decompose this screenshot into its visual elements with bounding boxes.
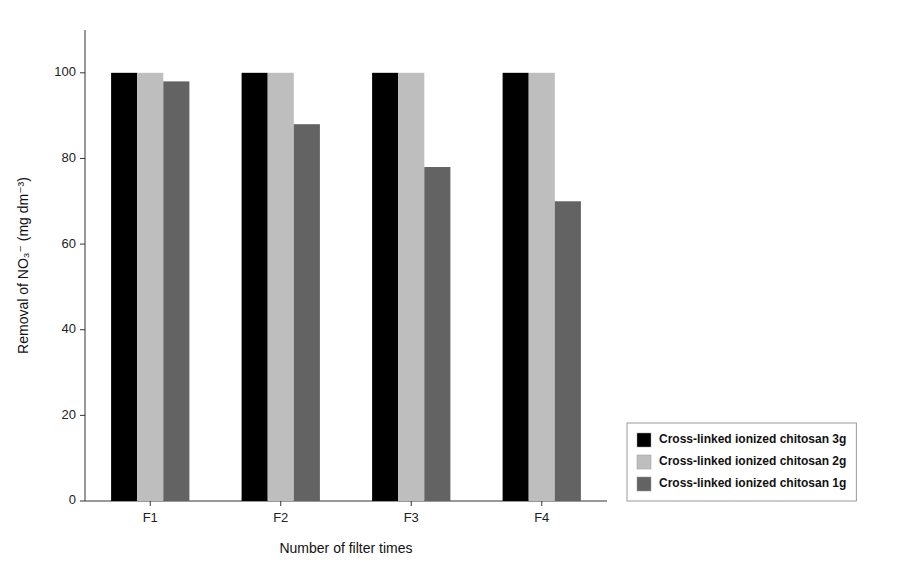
legend-swatch <box>637 455 651 469</box>
x-tick-label: F4 <box>534 510 549 525</box>
bar <box>503 73 529 501</box>
x-tick-label: F2 <box>273 510 288 525</box>
bar <box>111 73 137 501</box>
y-tick <box>80 72 85 73</box>
legend-label: Cross-linked ionized chitosan 2g <box>659 454 846 468</box>
bar <box>163 81 189 501</box>
x-tick <box>280 501 281 506</box>
y-axis-label: Removal of NO₃⁻ (mg dm⁻³) <box>15 177 31 354</box>
legend-label: Cross-linked ionized chitosan 3g <box>659 432 846 446</box>
y-tick <box>80 244 85 245</box>
legend-swatch <box>637 477 651 491</box>
y-tick <box>80 415 85 416</box>
x-tick <box>411 501 412 506</box>
y-tick-label: 60 <box>62 236 76 251</box>
bar <box>137 73 163 501</box>
bar <box>555 201 581 501</box>
bar <box>294 124 320 501</box>
bar <box>268 73 294 501</box>
y-tick-label: 20 <box>62 407 76 422</box>
x-tick <box>541 501 542 506</box>
y-tick <box>80 158 85 159</box>
y-tick-label: 80 <box>62 150 76 165</box>
x-axis-label: Number of filter times <box>279 540 412 556</box>
y-tick <box>80 501 85 502</box>
bar <box>372 73 398 501</box>
y-tick-label: 40 <box>62 321 76 336</box>
bar <box>424 167 450 501</box>
legend-label: Cross-linked ionized chitosan 1g <box>659 476 846 490</box>
y-tick-label: 0 <box>69 492 76 507</box>
axes: 0 20 40 60 80 100 F1 F2 F3 F4 <box>54 30 607 525</box>
chart: 0 20 40 60 80 100 F1 F2 F3 F4 Number of filter tim… <box>0 0 897 576</box>
bar <box>529 73 555 501</box>
bar <box>242 73 268 501</box>
x-tick <box>150 501 151 506</box>
bar <box>398 73 424 501</box>
legend-box <box>627 423 856 501</box>
y-axis-line <box>85 30 86 501</box>
legend: Cross-linked ionized chitosan 3g Cross-li… <box>627 423 856 501</box>
bars <box>111 73 581 501</box>
x-tick-label: F1 <box>143 510 158 525</box>
legend-swatch <box>637 433 651 447</box>
chart-container: 0 20 40 60 80 100 F1 F2 F3 F4 Number of filter tim… <box>0 0 897 576</box>
y-tick <box>80 329 85 330</box>
x-tick-label: F3 <box>404 510 419 525</box>
y-tick-label: 100 <box>54 64 76 79</box>
